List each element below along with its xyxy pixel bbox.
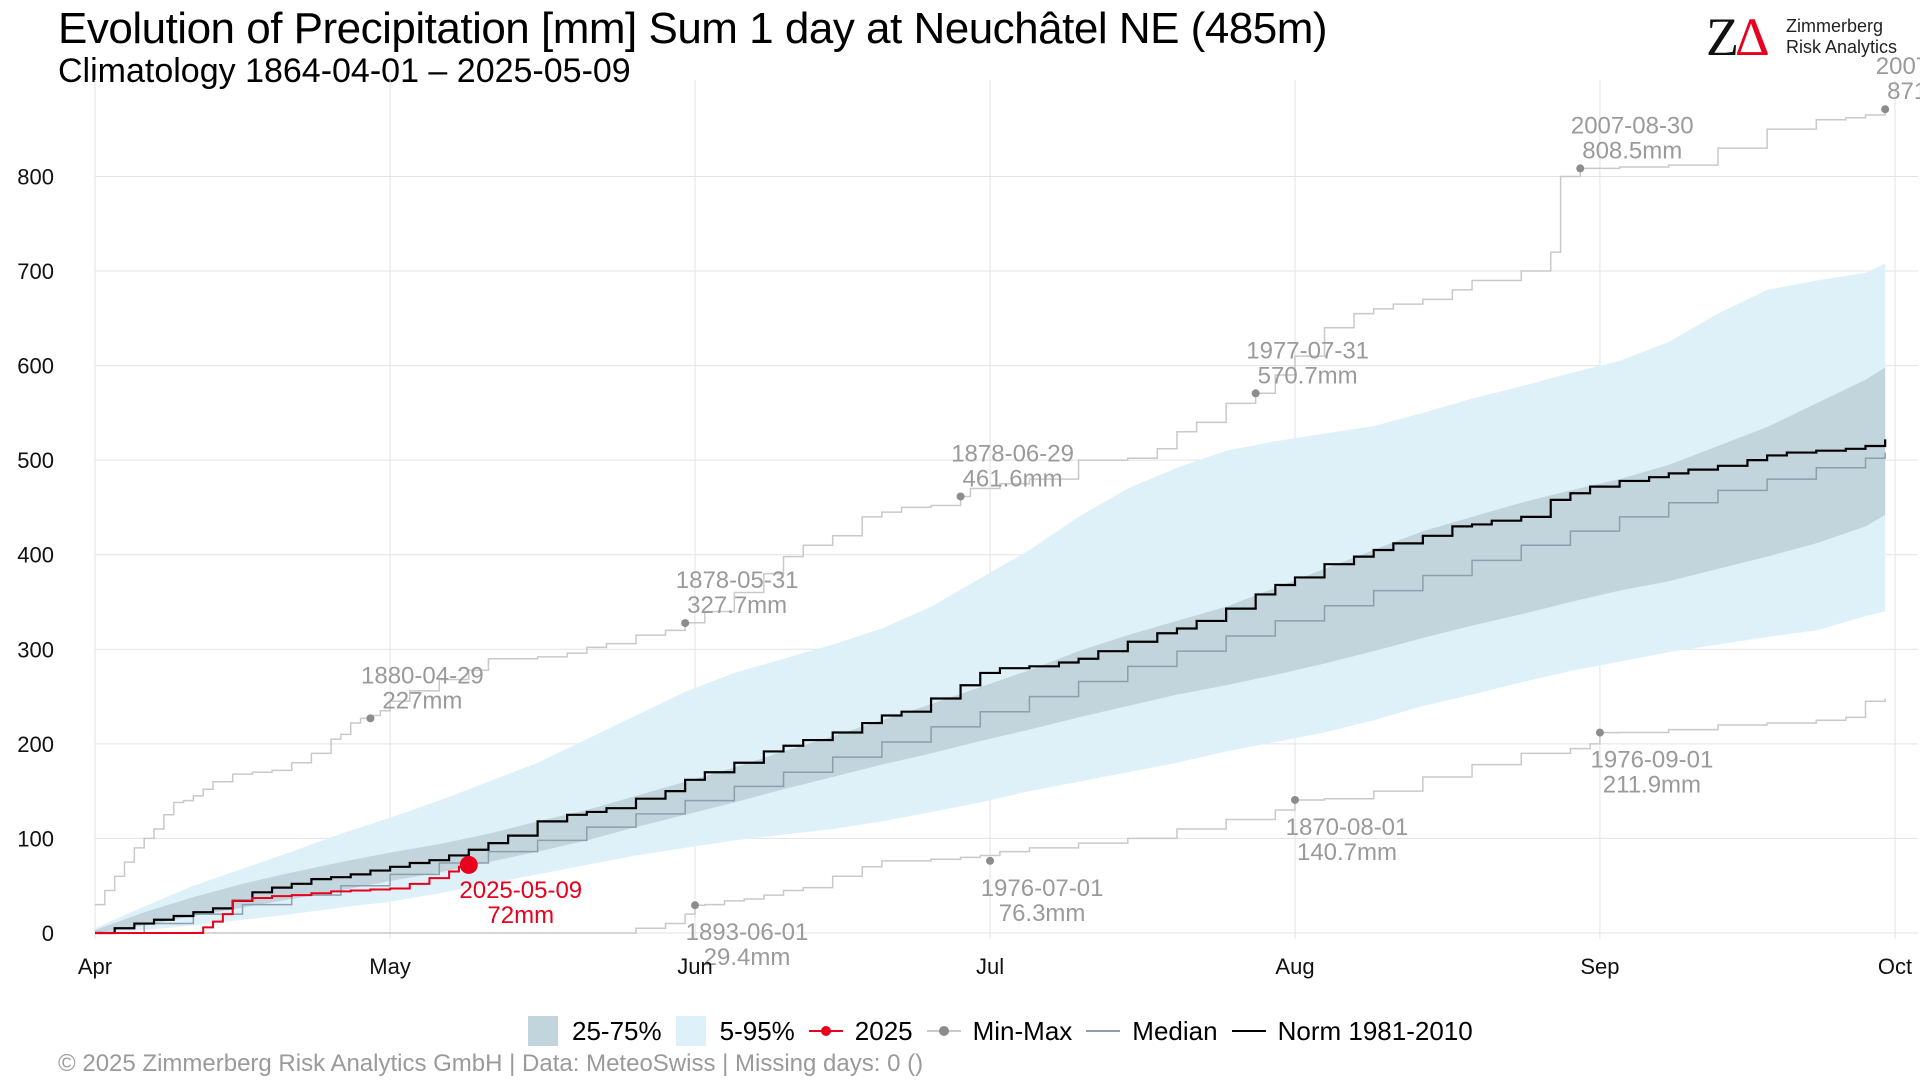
norm-line [95, 439, 1887, 935]
annotation-value: 327.7mm [687, 592, 787, 619]
chart-subtitle: Climatology 1864-04-01 – 2025-05-09 [58, 52, 631, 90]
annotation-date: 1878-06-29 [951, 440, 1074, 467]
extreme-point [956, 492, 965, 501]
legend-label-norm: Norm 1981-2010 [1277, 1015, 1473, 1046]
annotation-date: 2007-08-30 [1571, 112, 1694, 139]
legend-swatch-25-75 [528, 1016, 558, 1046]
y-tick-label: 600 [17, 354, 54, 379]
logo-mark: ZΔ [1706, 7, 1770, 67]
annotation-value: 570.7mm [1258, 362, 1358, 389]
x-tick-label: Oct [1878, 954, 1912, 979]
copyright-footer: © 2025 Zimmerberg Risk Analytics GmbH | … [58, 1050, 924, 1077]
annotation-date: 1893-06-01 [686, 919, 809, 946]
y-tick-label: 700 [17, 259, 54, 284]
legend-swatch-minmax [926, 1024, 961, 1038]
extreme-point [986, 856, 995, 865]
legend-item-median[interactable]: Median [1086, 1015, 1218, 1047]
logo-brand-line-2: Risk Analytics [1786, 37, 1898, 57]
x-tick-label: Aug [1275, 954, 1314, 979]
logo-letter-delta: Δ [1735, 7, 1770, 67]
current-value-label: 72mm [487, 902, 554, 929]
legend-label-25-75: 25-75% [572, 1015, 662, 1046]
y-tick-label: 100 [17, 826, 54, 851]
legend-swatch-norm [1231, 1024, 1266, 1038]
legend-item-minmax[interactable]: Min-Max [926, 1015, 1073, 1047]
legend-label-5-95: 5-95% [719, 1015, 795, 1046]
annotation-value: 140.7mm [1297, 839, 1397, 866]
median-line [95, 452, 1886, 934]
band-5-95 [95, 263, 1886, 933]
extreme-point [1291, 795, 1299, 804]
legend-label-median: Median [1132, 1015, 1218, 1046]
axis-labels: 0 100 200 300 400 500 600 700 800 Apr May Jun Jul Aug… [17, 164, 1912, 979]
chart-title: Evolution of Precipitation [mm] Sum 1 da… [58, 4, 1328, 53]
annotation-value: 76.3mm [999, 900, 1086, 927]
annotation-date: 1976-09-01 [1591, 747, 1714, 774]
legend-swatch-2025 [808, 1024, 843, 1038]
current-point [459, 855, 478, 874]
y-tick-label: 300 [17, 637, 54, 662]
legend-item-2025[interactable]: 2025 [808, 1015, 913, 1047]
legend-swatch-median [1086, 1024, 1121, 1038]
y-tick-label: 200 [17, 732, 54, 757]
x-tick-label: Jul [976, 954, 1004, 979]
company-logo[interactable]: ZΔ Zimmerberg Risk Analytics [1706, 10, 1906, 64]
annotation-value: 29.4mm [704, 944, 791, 971]
current-date-label: 2025-05-09 [459, 877, 582, 904]
min-line [95, 698, 1886, 934]
extreme-point [366, 714, 375, 723]
extreme-point [1576, 164, 1585, 173]
x-tick-label: May [369, 954, 411, 979]
annotation-date: 1977-07-31 [1246, 337, 1369, 364]
extreme-point [1881, 105, 1890, 114]
legend-item-5-95[interactable]: 5-95% [675, 1015, 795, 1047]
chart-legend: 25-75% 5-95% 2025 Min-Max Median Norm 19… [528, 1013, 1487, 1049]
logo-brand-line-1: Zimmerberg [1786, 16, 1884, 36]
legend-item-25-75[interactable]: 25-75% [528, 1016, 662, 1047]
annotation-date: 1880-04-29 [361, 662, 484, 689]
extreme-point [1251, 389, 1260, 398]
legend-label-2025: 2025 [854, 1015, 913, 1046]
annotation-value: 211.9mm [1603, 772, 1701, 799]
percentile-bands [95, 263, 1886, 933]
extreme-point [681, 619, 690, 628]
annotation-value: 461.6mm [963, 465, 1063, 492]
annotation-date: 1870-08-01 [1286, 814, 1409, 841]
legend-item-norm[interactable]: Norm 1981-2010 [1231, 1015, 1473, 1047]
extreme-point [1595, 728, 1604, 737]
y-tick-label: 400 [17, 543, 54, 568]
annotation-value: 808.5mm [1582, 137, 1682, 164]
max-line [95, 109, 1886, 906]
logo-brand-text: Zimmerberg Risk Analytics [1786, 16, 1897, 58]
annotation-date: 1976-07-01 [981, 875, 1104, 902]
x-tick-label: Sep [1580, 954, 1619, 979]
extreme-point [691, 901, 699, 910]
annotation-date: 1878-05-31 [676, 567, 799, 594]
y-tick-label: 0 [42, 921, 54, 946]
x-tick-label: Apr [78, 954, 112, 979]
legend-label-minmax: Min-Max [972, 1015, 1073, 1046]
series-lines [95, 109, 1887, 935]
x-tick-label: Jun [677, 954, 712, 979]
annotation-date: 2007-09-30 [1876, 53, 1920, 80]
y-tick-label: 500 [17, 448, 54, 473]
annotation-value: 227mm [382, 687, 462, 714]
y-tick-label: 800 [17, 164, 54, 189]
legend-swatch-5-95 [675, 1016, 706, 1046]
logo-letter-z: Z [1706, 7, 1739, 67]
annotation-value: 871.1mm [1887, 78, 1920, 105]
current-year-line [95, 864, 470, 934]
